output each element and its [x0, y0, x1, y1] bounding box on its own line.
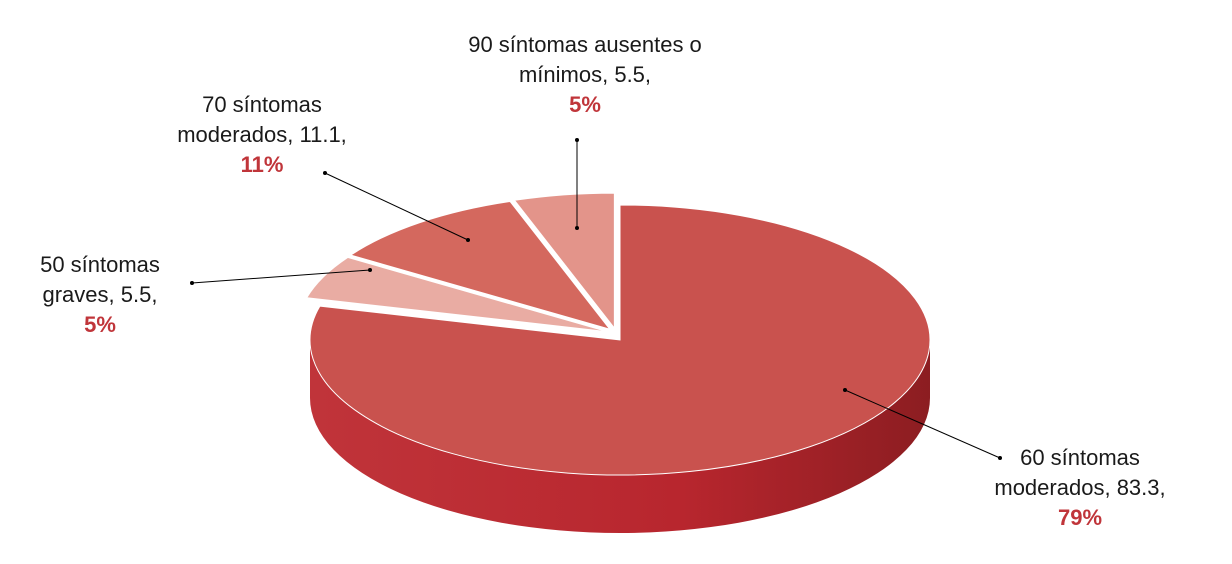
leader-line — [191, 269, 371, 284]
slice-side — [310, 340, 930, 533]
percent-label: 5% — [84, 312, 116, 337]
leader-dot — [843, 388, 847, 392]
leader-lines — [190, 138, 1002, 460]
leader-dot — [466, 238, 470, 242]
slice — [513, 192, 615, 330]
value-label: 83.3, — [1116, 475, 1166, 500]
value-label: 5.5, — [614, 62, 652, 87]
leader-dot — [368, 268, 372, 272]
slice — [305, 256, 607, 333]
pie-tops — [305, 192, 931, 476]
data-label: 60 síntomas moderados, 83.3, 79% — [985, 443, 1175, 533]
leader-dot — [575, 138, 579, 142]
slice — [349, 200, 612, 331]
leader-line — [844, 389, 1001, 459]
pie-sides — [310, 340, 930, 533]
value-label: 5.5, — [120, 282, 158, 307]
data-label: 70 síntomas moderados, 11.1, 11% — [167, 90, 357, 180]
percent-label: 5% — [569, 92, 601, 117]
category-label: 50 síntomas graves, — [40, 252, 160, 307]
value-label: 11.1, — [299, 122, 347, 147]
slice — [309, 204, 931, 476]
leader-line — [324, 172, 469, 241]
percent-label: 11% — [240, 152, 284, 177]
data-label: 90 síntomas ausentes o mínimos, 5.5, 5% — [468, 30, 702, 120]
leader-dot — [323, 171, 327, 175]
data-label: 50 síntomas graves, 5.5, 5% — [20, 250, 180, 340]
leader-dot — [190, 281, 194, 285]
leader-dot — [998, 456, 1002, 460]
percent-label: 79% — [1057, 505, 1103, 530]
category-label: 90 síntomas ausentes o mínimos, — [468, 32, 702, 87]
leader-dot — [575, 226, 579, 230]
category-label: 60 síntomas moderados, — [994, 445, 1140, 500]
category-label: 70 síntomas moderados, — [177, 92, 322, 147]
